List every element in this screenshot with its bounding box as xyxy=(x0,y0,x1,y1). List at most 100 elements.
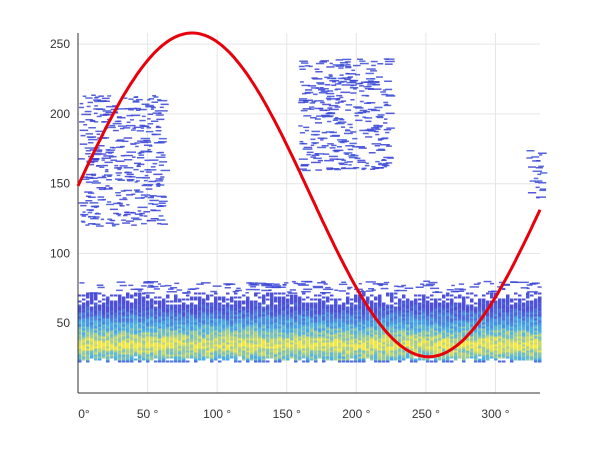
heatmap-cell xyxy=(250,354,254,357)
heatmap-cell xyxy=(370,314,374,317)
heatmap-cell xyxy=(238,310,242,313)
heatmap-cell xyxy=(122,312,126,315)
heatmap-cell xyxy=(198,316,202,319)
heatmap-cell xyxy=(126,151,136,153)
heatmap-cell xyxy=(518,314,522,317)
heatmap-cell xyxy=(362,116,366,118)
heatmap-cell xyxy=(502,306,506,309)
heatmap-cell xyxy=(110,300,114,303)
heatmap-cell xyxy=(290,310,294,313)
heatmap-cell xyxy=(278,292,282,295)
heatmap-cell xyxy=(478,348,482,351)
heatmap-cell xyxy=(274,358,278,361)
heatmap-cell xyxy=(470,292,474,295)
heatmap-cell xyxy=(82,302,86,305)
heatmap-cell xyxy=(515,281,523,284)
heatmap-cell xyxy=(146,342,150,345)
heatmap-cell xyxy=(466,292,470,295)
heatmap-cell xyxy=(378,352,382,355)
heatmap-cell xyxy=(498,324,502,327)
heatmap-cell xyxy=(218,356,222,359)
heatmap-cell xyxy=(206,336,210,339)
heatmap-cell xyxy=(96,133,101,135)
heatmap-cell xyxy=(134,336,138,339)
heatmap-cell xyxy=(344,61,351,63)
heatmap-cell xyxy=(90,324,94,327)
heatmap-cell xyxy=(126,346,130,349)
heatmap-cell xyxy=(470,348,474,351)
heatmap-cell xyxy=(186,352,190,355)
heatmap-cell xyxy=(282,284,287,286)
heatmap-cell xyxy=(174,332,178,335)
heatmap-cell xyxy=(462,360,466,363)
heatmap-cell xyxy=(202,354,206,357)
heatmap-cell xyxy=(394,318,398,321)
heatmap-cell xyxy=(334,338,338,341)
heatmap-cell xyxy=(498,344,502,347)
heatmap-cell xyxy=(118,304,122,307)
heatmap-cell xyxy=(316,115,326,117)
heatmap-cell xyxy=(514,356,518,359)
heatmap-cell xyxy=(106,318,110,321)
heatmap-cell xyxy=(450,332,454,335)
heatmap-cell xyxy=(162,320,166,323)
heatmap-cell xyxy=(130,328,134,331)
heatmap-cell xyxy=(522,281,529,284)
heatmap-cell xyxy=(502,336,506,339)
heatmap-cell xyxy=(406,316,410,319)
heatmap-cell xyxy=(98,314,102,317)
heatmap-cell xyxy=(398,338,402,341)
heatmap-cell xyxy=(186,330,190,333)
heatmap-cell xyxy=(98,310,102,313)
heatmap-cell xyxy=(374,342,378,345)
heatmap-cell xyxy=(155,130,162,132)
heatmap-cell xyxy=(250,338,254,341)
heatmap-cell xyxy=(223,283,233,285)
heatmap-cell xyxy=(298,346,302,349)
heatmap-cell xyxy=(330,318,334,321)
heatmap-cell xyxy=(138,334,142,337)
heatmap-cell xyxy=(382,354,386,357)
heatmap-cell xyxy=(210,334,214,337)
heatmap-cell xyxy=(109,146,114,149)
heatmap-cell xyxy=(498,304,502,307)
heatmap-cell xyxy=(530,316,534,319)
heatmap-cell xyxy=(377,125,384,127)
heatmap-cell xyxy=(486,358,490,361)
heatmap-cell xyxy=(514,352,518,355)
heatmap-cell xyxy=(274,354,278,357)
heatmap-cell xyxy=(406,304,410,307)
heatmap-cell xyxy=(366,78,376,80)
heatmap-cell xyxy=(386,340,390,343)
heatmap-cell xyxy=(190,334,194,337)
heatmap-cell xyxy=(202,320,206,323)
heatmap-cell xyxy=(210,330,214,333)
heatmap-cell xyxy=(144,159,150,162)
heatmap-cell xyxy=(158,141,167,143)
heatmap-cell xyxy=(262,330,266,333)
heatmap-cell xyxy=(194,314,198,317)
heatmap-cell xyxy=(214,300,218,303)
heatmap-cell xyxy=(510,350,514,353)
heatmap-cell xyxy=(318,346,322,349)
heatmap-cell xyxy=(294,312,298,315)
heatmap-cell xyxy=(214,346,218,349)
heatmap-cell xyxy=(290,350,294,353)
heatmap-cell xyxy=(314,330,318,333)
heatmap-cell xyxy=(182,354,186,357)
heatmap-cell xyxy=(182,310,186,313)
heatmap-cell xyxy=(370,344,374,347)
heatmap-cell xyxy=(290,332,294,335)
heatmap-cell xyxy=(274,320,278,323)
heatmap-cell xyxy=(322,306,326,309)
heatmap-cell xyxy=(314,322,318,325)
heatmap-cell xyxy=(362,328,366,331)
heatmap-cell xyxy=(450,302,454,305)
heatmap-cell xyxy=(106,320,110,323)
heatmap-cell xyxy=(82,312,86,315)
heatmap-cell xyxy=(126,324,130,327)
heatmap-cell xyxy=(86,344,90,347)
heatmap-cell xyxy=(536,196,546,198)
heatmap-cell xyxy=(158,360,162,363)
heatmap-cell xyxy=(466,316,470,319)
